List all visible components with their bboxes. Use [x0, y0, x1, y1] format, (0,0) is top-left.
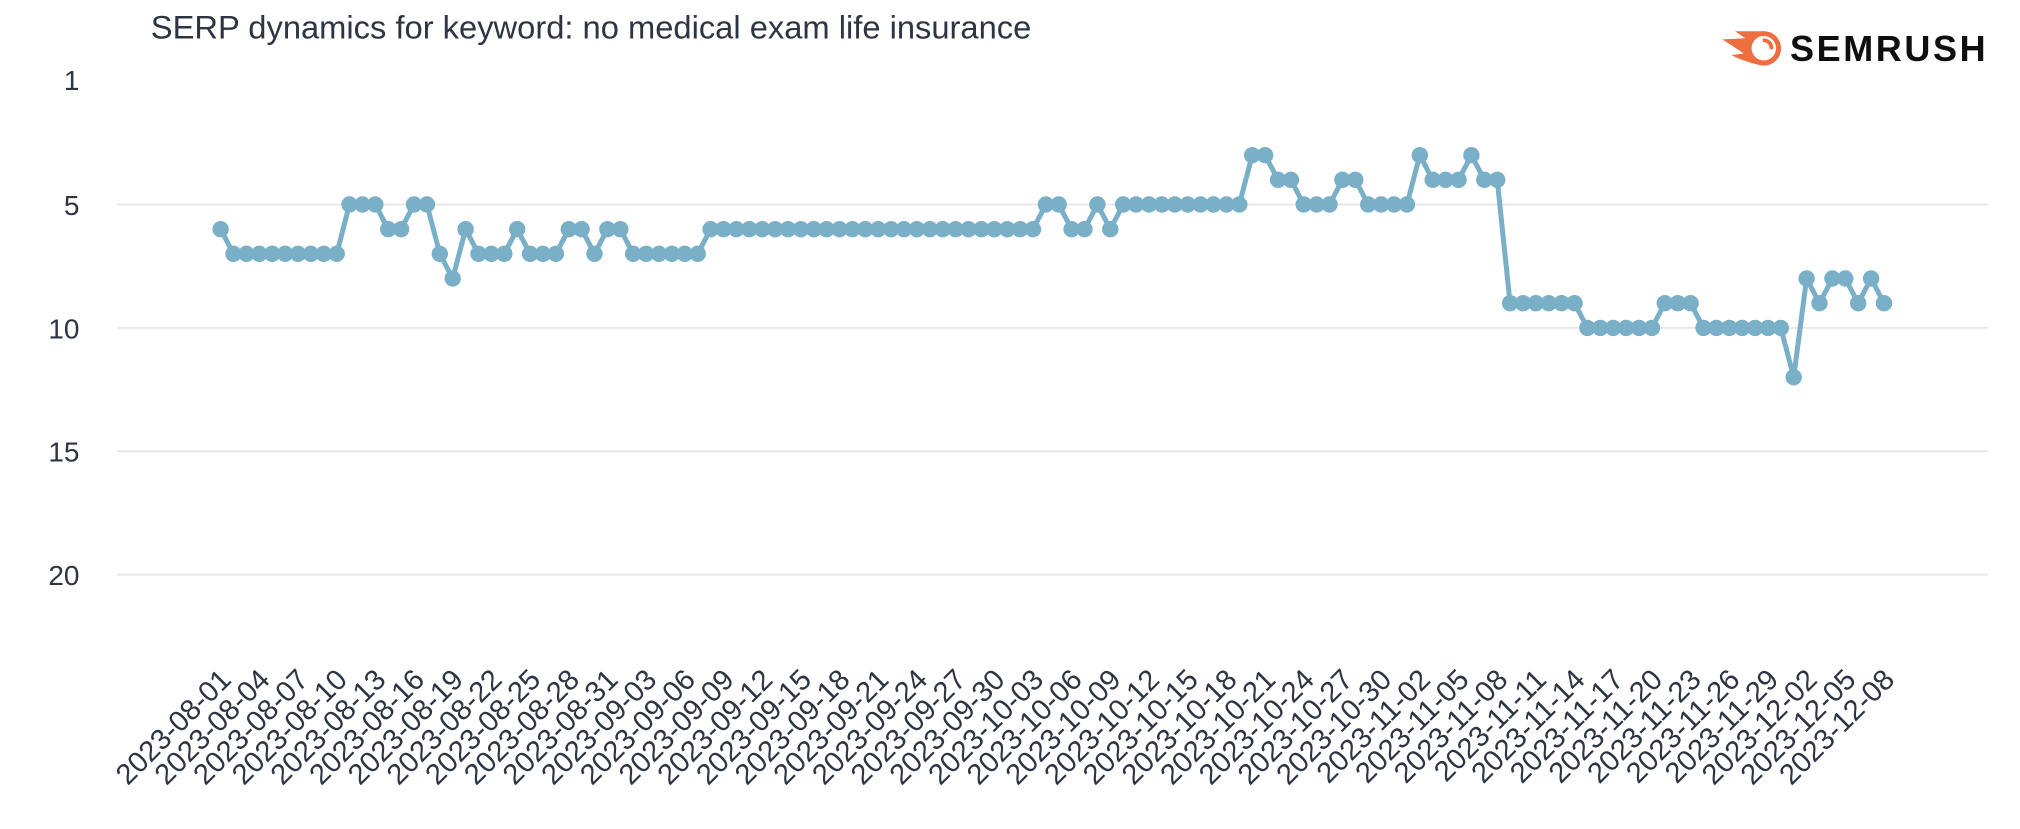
svg-text:10: 10: [48, 313, 79, 344]
svg-text:SEMRUSH: SEMRUSH: [1790, 28, 1988, 69]
svg-text:20: 20: [48, 560, 79, 591]
svg-text:5: 5: [64, 190, 80, 221]
svg-text:15: 15: [48, 437, 79, 468]
svg-text:1: 1: [64, 65, 80, 96]
svg-text:SERP dynamics for keyword: no: SERP dynamics for keyword: no medical ex…: [151, 8, 1032, 45]
